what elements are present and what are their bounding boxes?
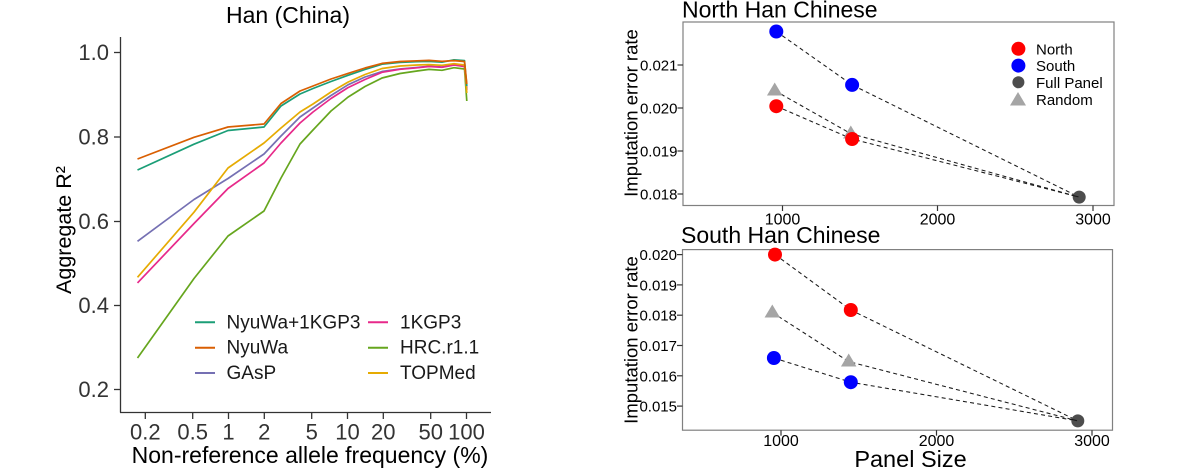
svg-text:Aggregate R²: Aggregate R²: [52, 166, 76, 294]
svg-text:0.8: 0.8: [78, 125, 109, 150]
svg-text:0.016: 0.016: [639, 368, 677, 385]
svg-text:2: 2: [258, 420, 270, 445]
svg-text:0.015: 0.015: [639, 399, 677, 416]
svg-text:0.019: 0.019: [639, 277, 677, 294]
svg-text:Random: Random: [1036, 92, 1093, 109]
svg-text:0.020: 0.020: [640, 101, 678, 118]
svg-text:0.2: 0.2: [78, 377, 109, 402]
svg-text:HRC.r1.1: HRC.r1.1: [400, 338, 479, 359]
svg-text:0.017: 0.017: [639, 338, 677, 355]
svg-text:South Han Chinese: South Han Chinese: [681, 222, 880, 248]
svg-text:20: 20: [371, 420, 395, 445]
svg-text:0.019: 0.019: [640, 144, 678, 161]
svg-text:North: North: [1036, 41, 1073, 58]
svg-text:0.020: 0.020: [639, 247, 677, 264]
svg-text:0.2: 0.2: [130, 420, 161, 445]
svg-text:NyuWa+1KGP3: NyuWa+1KGP3: [227, 312, 361, 333]
svg-text:0.018: 0.018: [640, 187, 678, 204]
svg-text:1000: 1000: [765, 212, 801, 229]
svg-text:5: 5: [306, 420, 318, 445]
svg-text:1.0: 1.0: [78, 40, 109, 65]
svg-text:100: 100: [448, 420, 485, 445]
svg-text:50: 50: [418, 420, 442, 445]
svg-text:GAsP: GAsP: [227, 363, 277, 384]
svg-text:Han (China): Han (China): [226, 2, 350, 28]
svg-text:Full Panel: Full Panel: [1036, 75, 1103, 92]
svg-text:2000: 2000: [920, 212, 956, 229]
svg-text:0.5: 0.5: [177, 420, 208, 445]
svg-text:1: 1: [222, 420, 234, 445]
svg-text:Imputation error rate: Imputation error rate: [621, 256, 642, 424]
svg-text:Non-reference allele frequency: Non-reference allele frequency (%): [132, 442, 489, 468]
svg-text:0.021: 0.021: [640, 58, 678, 75]
svg-text:Panel Size: Panel Size: [854, 446, 966, 472]
svg-text:1KGP3: 1KGP3: [400, 312, 461, 333]
svg-text:0.4: 0.4: [78, 293, 109, 318]
svg-text:0.018: 0.018: [639, 308, 677, 325]
svg-text:3000: 3000: [1075, 212, 1111, 229]
svg-text:NyuWa: NyuWa: [227, 338, 289, 359]
svg-text:10: 10: [335, 420, 359, 445]
svg-text:0.6: 0.6: [78, 209, 109, 234]
svg-text:1000: 1000: [763, 433, 799, 450]
svg-text:TOPMed: TOPMed: [400, 363, 476, 384]
svg-text:3000: 3000: [1074, 433, 1110, 450]
svg-text:South: South: [1036, 58, 1075, 75]
svg-text:2000: 2000: [919, 433, 955, 450]
svg-text:North Han Chinese: North Han Chinese: [682, 0, 878, 23]
svg-text:Imputation error rate: Imputation error rate: [621, 29, 642, 197]
